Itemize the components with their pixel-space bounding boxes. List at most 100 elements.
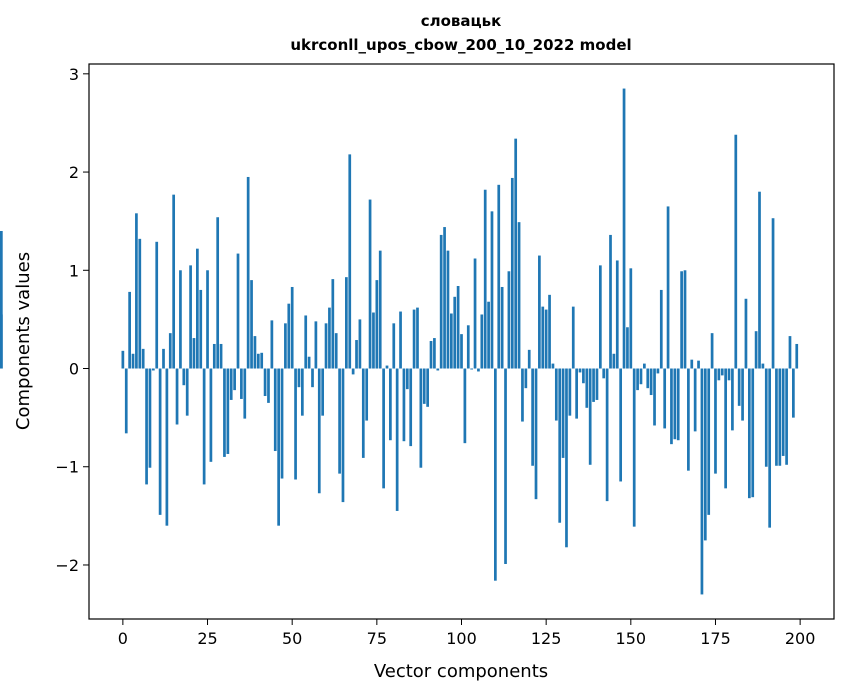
bar-197 bbox=[788, 336, 792, 369]
bar-102 bbox=[466, 325, 470, 369]
bar-189 bbox=[761, 363, 765, 369]
bar-26 bbox=[209, 368, 213, 462]
y-tick-label: 2 bbox=[69, 163, 79, 182]
bar-173 bbox=[707, 368, 711, 515]
bar-86 bbox=[412, 309, 416, 369]
bar-54 bbox=[304, 315, 308, 369]
bar-45 bbox=[273, 368, 277, 452]
bar-131 bbox=[565, 368, 568, 548]
bar-38 bbox=[250, 280, 253, 369]
bar-194 bbox=[778, 368, 782, 466]
x-tick-label: 175 bbox=[700, 629, 731, 648]
bar-144 bbox=[609, 234, 612, 369]
bar-176 bbox=[717, 368, 721, 381]
x-tick-label: 150 bbox=[616, 629, 647, 648]
bar-84 bbox=[405, 368, 409, 390]
bar-136 bbox=[582, 368, 585, 384]
bar-137 bbox=[585, 368, 589, 408]
x-axis-label: Vector components bbox=[374, 661, 548, 682]
bar-159 bbox=[659, 289, 663, 369]
bar-6 bbox=[141, 348, 145, 369]
bar-13 bbox=[165, 368, 169, 526]
bar-46 bbox=[277, 368, 280, 526]
bar-33 bbox=[233, 368, 236, 391]
bar-69 bbox=[355, 340, 358, 369]
bar-161 bbox=[666, 206, 670, 369]
bar-48 bbox=[284, 323, 287, 369]
bar-199 bbox=[795, 343, 799, 369]
bar-148 bbox=[622, 88, 626, 369]
bar-64 bbox=[338, 368, 341, 474]
bar-0 bbox=[121, 350, 125, 369]
bar-172 bbox=[703, 368, 707, 541]
bar-93 bbox=[436, 368, 440, 371]
bar-116 bbox=[514, 138, 518, 369]
bar-162 bbox=[670, 368, 673, 445]
bar-74 bbox=[372, 312, 375, 369]
x-tick-label: 200 bbox=[785, 629, 816, 648]
bar-3 bbox=[131, 353, 135, 369]
bar-149 bbox=[626, 327, 629, 369]
bar-95 bbox=[443, 227, 446, 369]
y-tick-label: −2 bbox=[55, 556, 79, 575]
x-tick-label: 25 bbox=[197, 629, 217, 648]
bar-19 bbox=[185, 368, 189, 416]
bar-195 bbox=[781, 368, 785, 456]
bar-104 bbox=[473, 258, 477, 369]
y-axis-label: Components values bbox=[13, 252, 34, 430]
bar-65 bbox=[341, 368, 345, 503]
bar-120 bbox=[527, 349, 531, 369]
bar-115 bbox=[510, 177, 514, 369]
bar-29 bbox=[219, 343, 223, 369]
bar-196 bbox=[785, 368, 788, 465]
bar-82 bbox=[399, 311, 402, 369]
bar-4 bbox=[135, 213, 138, 369]
bar-160 bbox=[663, 368, 667, 429]
bar-198 bbox=[792, 368, 795, 418]
bar-7 bbox=[145, 368, 148, 485]
bar-66 bbox=[345, 277, 348, 369]
bar-192 bbox=[771, 218, 775, 369]
bar-10 bbox=[155, 241, 159, 369]
bar-43 bbox=[267, 368, 270, 403]
bar-23 bbox=[199, 289, 203, 369]
bar-109 bbox=[490, 211, 494, 369]
bar-155 bbox=[646, 368, 650, 389]
bar-76 bbox=[378, 250, 382, 369]
bar-112 bbox=[500, 286, 504, 369]
bar-152 bbox=[636, 368, 639, 391]
bar-67 bbox=[348, 154, 352, 369]
bar-99 bbox=[456, 286, 460, 369]
bar-181 bbox=[734, 134, 738, 369]
bar-111 bbox=[497, 184, 501, 369]
bar-165 bbox=[680, 271, 683, 369]
bar-78 bbox=[385, 365, 389, 369]
bar-141 bbox=[598, 265, 602, 369]
bar-178 bbox=[724, 368, 727, 489]
bar-70 bbox=[358, 319, 362, 369]
bar-60 bbox=[324, 323, 328, 369]
bar-191 bbox=[768, 368, 772, 528]
bar-62 bbox=[331, 279, 335, 369]
bar-90 bbox=[426, 368, 429, 407]
bar-49 bbox=[287, 303, 291, 369]
bar-167 bbox=[687, 368, 690, 471]
bar-174 bbox=[710, 333, 714, 369]
bar-163 bbox=[673, 368, 677, 440]
bar-117 bbox=[517, 222, 521, 369]
bar-153 bbox=[639, 368, 643, 385]
bar-129 bbox=[558, 368, 562, 523]
bar-94 bbox=[439, 234, 443, 369]
bar-188 bbox=[758, 191, 761, 369]
bar-122 bbox=[534, 368, 538, 500]
bar-72 bbox=[365, 368, 369, 421]
bar-37 bbox=[246, 176, 250, 369]
bar-157 bbox=[653, 368, 656, 426]
x-tick-label: 0 bbox=[118, 629, 128, 648]
bar-47 bbox=[280, 368, 284, 479]
bar-140 bbox=[595, 368, 599, 400]
bar-15 bbox=[172, 194, 176, 369]
bar-132 bbox=[568, 368, 572, 416]
